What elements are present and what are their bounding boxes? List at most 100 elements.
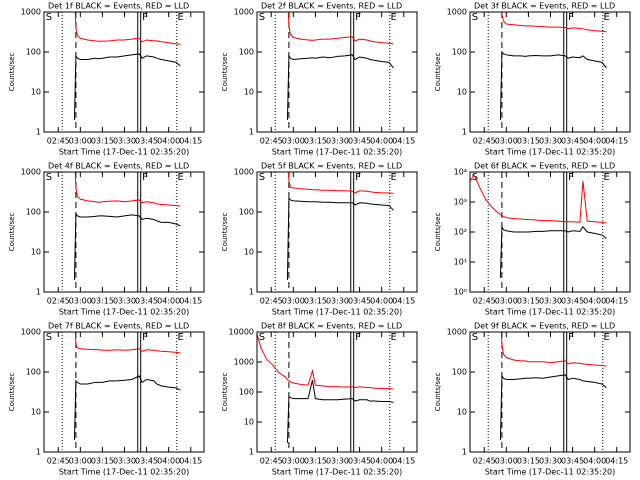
time-marker-label: F (568, 12, 574, 23)
x-axis-label: Start Time (17-Dec-11 02:35:20) (272, 308, 403, 317)
plot-frame (469, 331, 631, 453)
time-marker-label: S (259, 332, 265, 343)
x-tick-label: 04:15 (605, 297, 628, 306)
x-tick-label: 03:00 (282, 137, 305, 146)
x-tick-label: 03:00 (495, 457, 518, 466)
time-marker-label: E (603, 332, 609, 343)
x-tick-label: 03:45 (135, 457, 158, 466)
x-tick-label: 04:00 (370, 137, 393, 146)
x-axis-label: Start Time (17-Dec-11 02:35:20) (485, 308, 616, 317)
x-tick-label: 03:30 (113, 297, 136, 306)
time-marker-label: E (390, 12, 396, 23)
panel: Det 2f BLACK = Events, RED = LLD Start Ti… (221, 2, 418, 157)
series-line (74, 332, 181, 354)
y-tick-label: 100 (239, 208, 254, 217)
time-marker-label: F (355, 12, 361, 23)
y-tick-label: 10⁰ (454, 288, 467, 297)
series-line (286, 197, 394, 280)
y-tick-label: 10 (31, 88, 41, 97)
x-tick-label: 03:30 (113, 137, 136, 146)
x-tick-label: 03:30 (326, 297, 349, 306)
chart-title: Det 4f BLACK = Events, RED = LLD (48, 162, 189, 171)
time-marker-label: S (46, 12, 52, 23)
y-axis-label: Counts/sec (434, 213, 442, 252)
panel: Det 8f BLACK = Events, RED = LLD Start Ti… (221, 322, 418, 477)
y-tick-label: 1000 (21, 328, 41, 337)
x-tick-label: 03:15 (91, 137, 114, 146)
x-tick-label: 02:45 (47, 297, 70, 306)
x-tick-label: 03:30 (326, 137, 349, 146)
time-marker-label: S (472, 332, 478, 343)
chart-title: Det 9f BLACK = Events, RED = LLD (474, 322, 615, 331)
plot-frame (43, 331, 205, 453)
time-marker-label: E (177, 12, 183, 23)
y-axis-label: Counts/sec (221, 213, 229, 252)
x-tick-label: 03:45 (135, 137, 158, 146)
panel: Det 6f BLACK = Events, RED = LLD Start Ti… (434, 162, 631, 317)
x-tick-label: 03:00 (69, 297, 92, 306)
time-marker-label: F (142, 172, 148, 183)
y-tick-label: 1 (36, 448, 41, 457)
x-tick-label: 03:00 (282, 457, 305, 466)
x-tick-label: 03:30 (113, 457, 136, 466)
x-tick-label: 02:45 (473, 457, 496, 466)
y-tick-label: 1000 (234, 168, 254, 177)
x-tick-label: 03:45 (135, 297, 158, 306)
x-tick-label: 04:00 (157, 297, 180, 306)
y-tick-label: 100 (452, 368, 467, 377)
series-line (73, 212, 181, 280)
y-tick-label: 1000 (21, 168, 41, 177)
y-tick-label: 10 (244, 88, 254, 97)
x-tick-label: 04:15 (392, 137, 415, 146)
chart-title: Det 1f BLACK = Events, RED = LLD (48, 2, 189, 11)
time-marker-label: S (259, 12, 265, 23)
y-tick-label: 1000 (447, 328, 467, 337)
x-tick-label: 03:15 (517, 137, 540, 146)
y-tick-label: 10¹ (454, 258, 467, 267)
x-tick-label: 03:30 (326, 457, 349, 466)
time-marker-label: E (390, 172, 396, 183)
y-axis-label: Counts/sec (221, 373, 229, 412)
time-marker-label: S (46, 172, 52, 183)
chart-title: Det 5f BLACK = Events, RED = LLD (261, 162, 402, 171)
series-line (74, 172, 181, 207)
plot-frame (43, 11, 205, 133)
time-marker-label: E (390, 332, 396, 343)
panel: Det 1f BLACK = Events, RED = LLD Start Ti… (8, 2, 205, 157)
y-tick-label: 100 (26, 368, 41, 377)
panel: Det 3f BLACK = Events, RED = LLD Start Ti… (434, 2, 631, 157)
series-line (287, 172, 394, 194)
x-tick-label: 02:45 (47, 457, 70, 466)
y-tick-label: 100 (239, 48, 254, 57)
y-tick-label: 10 (244, 248, 254, 257)
time-marker-label: E (603, 172, 609, 183)
x-axis-label: Start Time (17-Dec-11 02:35:20) (59, 468, 190, 477)
x-tick-label: 03:45 (561, 137, 584, 146)
x-tick-label: 02:45 (260, 457, 283, 466)
x-tick-label: 03:00 (495, 137, 518, 146)
time-marker-label: F (355, 332, 361, 343)
y-tick-label: 10⁴ (454, 168, 467, 177)
x-tick-label: 03:15 (304, 297, 327, 306)
x-tick-label: 03:45 (561, 457, 584, 466)
series-line (257, 334, 394, 390)
x-tick-label: 03:00 (495, 297, 518, 306)
chart-title: Det 2f BLACK = Events, RED = LLD (261, 2, 402, 11)
x-tick-label: 03:30 (539, 297, 562, 306)
series-line (499, 225, 607, 278)
x-tick-label: 04:00 (583, 457, 606, 466)
y-tick-label: 1000 (234, 358, 254, 367)
time-marker-label: F (355, 172, 361, 183)
y-tick-label: 1 (249, 288, 254, 297)
y-axis-label: Counts/sec (8, 53, 16, 92)
x-tick-label: 03:00 (282, 297, 305, 306)
time-marker-label: F (568, 332, 574, 343)
y-tick-label: 1 (36, 128, 41, 137)
chart-title: Det 6f BLACK = Events, RED = LLD (474, 162, 615, 171)
plot-frame (256, 171, 418, 293)
y-tick-label: 100 (26, 208, 41, 217)
y-tick-label: 10² (454, 228, 467, 237)
series-line (74, 12, 181, 45)
